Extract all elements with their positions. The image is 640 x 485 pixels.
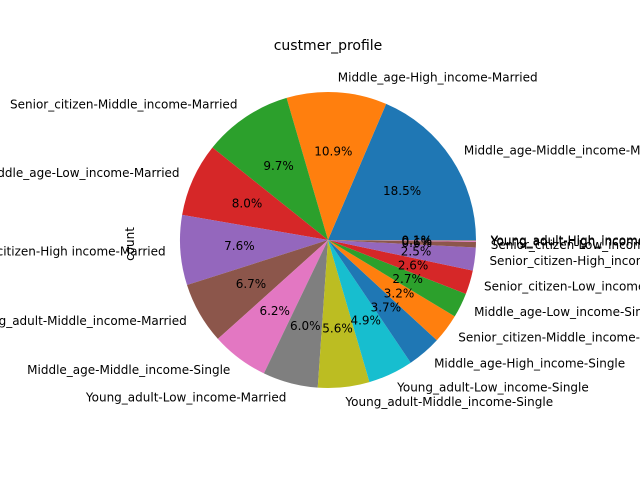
pie-slice xyxy=(328,240,455,341)
slice-percent-label: 9.7% xyxy=(263,159,294,173)
pie-slice xyxy=(328,240,466,317)
pie-slice xyxy=(317,240,370,388)
slice-percent-label: 6.2% xyxy=(259,304,290,318)
slice-percent-label: 6.0% xyxy=(290,319,321,333)
slice-percent-label: 3.7% xyxy=(371,300,402,314)
slice-category-label: Senior_citizen-Low_income-Single xyxy=(484,280,640,294)
pie-slice xyxy=(182,147,328,240)
slice-percent-label: 2.6% xyxy=(398,258,429,272)
slice-percent-label: 6.7% xyxy=(236,277,267,291)
pie-slice xyxy=(328,240,476,241)
pie-slice xyxy=(328,103,476,240)
chart-title: custmer_profile xyxy=(274,38,383,54)
slice-category-label: Senior_citizen-Low_income-Married xyxy=(491,238,640,252)
slice-percent-label: 0.1% xyxy=(402,234,433,248)
slice-percent-label: 2.5% xyxy=(401,244,432,258)
pie-slice xyxy=(328,240,473,294)
pie-slice xyxy=(263,240,328,388)
slice-category-label: Middle_age-High_income-Married xyxy=(338,70,538,84)
pie-slice xyxy=(328,240,476,271)
slice-percent-label: 0.6% xyxy=(402,236,433,250)
slice-category-label: Senior_citizen-High income-Married xyxy=(0,244,166,258)
pie-slice xyxy=(328,240,476,248)
slice-category-label: Young_adult-Low_income-Married xyxy=(85,390,286,404)
pie-slice xyxy=(212,97,328,240)
slice-category-label: Middle_age-Middle_income-Single xyxy=(27,363,230,377)
pie-slice xyxy=(187,240,328,339)
slice-category-label: Young_adult-High_income-Married xyxy=(490,235,640,249)
pie-slice xyxy=(328,240,411,383)
slice-category-label: Young_adult-High_income-Single xyxy=(490,234,640,248)
pie-labels: 18.5% Middle_age-Middle_income-Married 10.… xyxy=(0,70,640,408)
slice-percent-label: 4.9% xyxy=(350,313,381,327)
pie-slice xyxy=(180,214,328,286)
slice-category-label: Middle_age-High_income-Single xyxy=(434,356,625,370)
slice-percent-label: 5.6% xyxy=(322,321,353,335)
slice-category-label: Young_adult-Low_income-Single xyxy=(396,380,589,394)
slice-category-label: Young_adult-Middle_income-Single xyxy=(344,395,553,409)
slice-percent-label: 2.7% xyxy=(392,272,423,286)
slice-category-label: Senior_citizen-Middle_income-Single xyxy=(458,331,640,345)
slice-percent-label: 10.9% xyxy=(314,144,352,158)
y-axis-label: count xyxy=(123,227,137,261)
slice-category-label: Senior_citizen-Middle_income-Married xyxy=(10,98,237,112)
slice-percent-label: 18.5% xyxy=(383,184,421,198)
pie-slice xyxy=(217,240,328,374)
slice-percent-label: 7.6% xyxy=(224,239,255,253)
slice-category-label: Young_adult-Middle_income-Married xyxy=(0,314,187,328)
pie-slice xyxy=(328,240,437,363)
slice-percent-label: 8.0% xyxy=(232,197,263,211)
pie-slices xyxy=(180,92,476,388)
pie-slice xyxy=(328,240,476,242)
slice-category-label: Middle_age-Middle_income-Married xyxy=(464,143,640,157)
slice-category-label: Middle_age-Low_income-Single xyxy=(474,305,640,319)
slice-percent-label: 3.2% xyxy=(384,286,415,300)
pie-slice xyxy=(286,92,387,240)
slice-category-label: Senior_citizen-High_income-Single xyxy=(489,254,640,268)
slice-percent-label: 0.1% xyxy=(402,233,433,247)
slice-category-label: Middle_age-Low_income-Married xyxy=(0,166,180,180)
